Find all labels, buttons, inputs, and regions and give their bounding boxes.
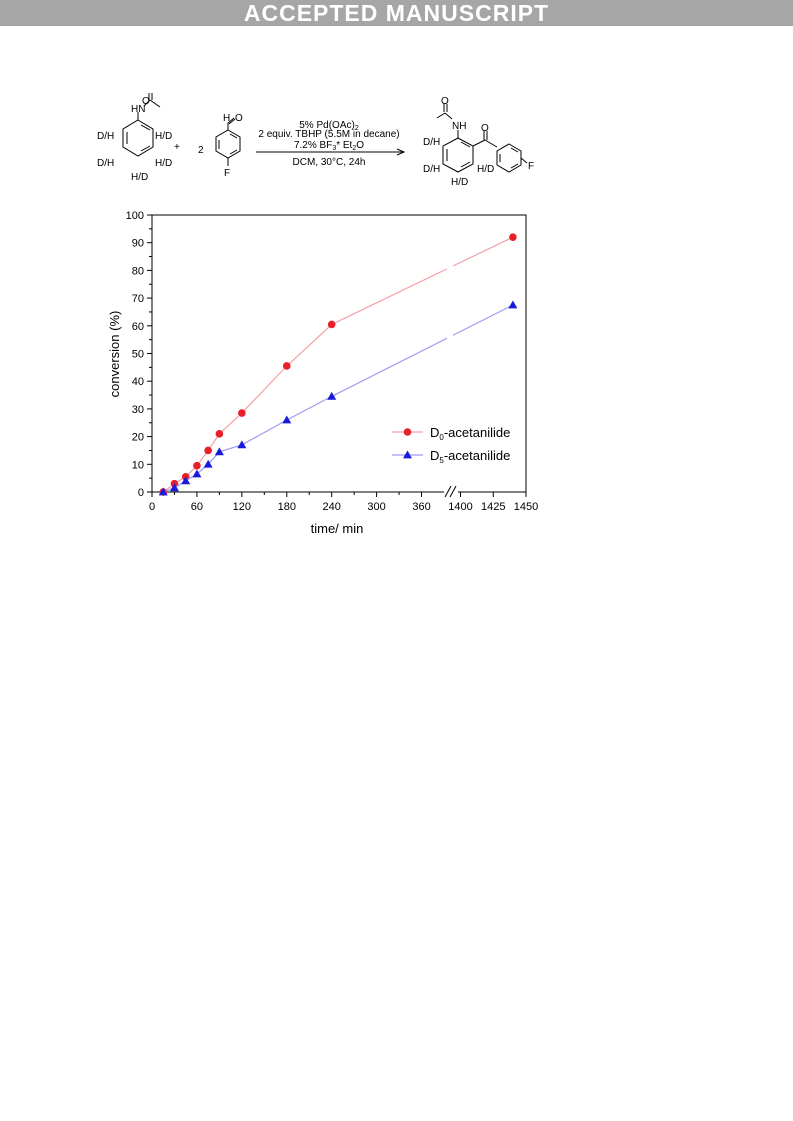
x-tick-label: 0 [149, 501, 155, 513]
reaction-scheme: HN O D/H H/D D/H H/D H/D + 2 H O F 5% Pd… [97, 93, 534, 188]
reactant1-o-label: O [142, 96, 150, 107]
axis-break-mark [444, 485, 458, 498]
data-point-d5 [192, 469, 202, 478]
aldehyde-o-label: O [235, 113, 243, 124]
y-tick-label: 70 [132, 293, 144, 305]
y-tick-label: 60 [132, 321, 144, 333]
series-line-0 [162, 323, 333, 493]
x-tick-label: 180 [278, 501, 296, 513]
aldehyde-h-label: H [223, 113, 230, 124]
product-acetyl-o-label: O [441, 96, 449, 107]
reactant1-label-2: H/D [155, 131, 172, 142]
product-label-3: H/D [477, 164, 494, 175]
conditions-line-2: 2 equiv. TBHP (5.5M in decane) [258, 129, 399, 140]
series-line-break-right-0 [452, 236, 514, 267]
series-line-break-right-1 [452, 304, 514, 336]
y-tick-label: 90 [132, 238, 144, 250]
data-point-d5 [203, 459, 213, 468]
conditions-line-3: 7.2% BF3* Et2O [294, 140, 364, 152]
reactant1-label-1: D/H [97, 131, 114, 142]
product-label-1: D/H [423, 137, 440, 148]
series-line-break-left-0 [331, 268, 448, 325]
product-nh-label: NH [452, 121, 466, 132]
x-tick-label: 1400 [448, 501, 472, 513]
equivalents: 2 [198, 145, 204, 156]
x-axis-title: time/ min [311, 521, 364, 536]
x-axis: 0 60 120 180 240 300 360 1400 1425 1450 [149, 492, 538, 513]
data-point-d0 [509, 233, 517, 241]
series-line-break-left-1 [331, 337, 448, 397]
data-point-d5 [181, 476, 191, 485]
legend-label: D0-acetanilide [430, 425, 510, 442]
product-ring-2 [496, 143, 522, 173]
data-point-d0 [215, 430, 224, 438]
reactant1-nh-label: HN [131, 104, 145, 115]
data-point-d0 [238, 409, 246, 417]
y-tick-label: 40 [132, 376, 144, 388]
data-point-d0 [327, 320, 336, 329]
y-tick-label: 0 [138, 487, 144, 499]
plus-sign: + [174, 142, 180, 153]
reactant1-label-3: D/H [97, 158, 114, 169]
data-point-d5 [327, 391, 337, 400]
y-tick-label: 80 [132, 265, 144, 277]
conditions-line-4: DCM, 30°C, 24h [293, 157, 366, 168]
x-tick-label: 60 [191, 501, 203, 513]
legend-marker-circle [403, 428, 412, 436]
legend: D0-acetanilide D5-acetanilide [392, 425, 510, 465]
reactant1-label-4: H/D [155, 158, 172, 169]
legend-marker-triangle [403, 450, 412, 459]
data-point-d0 [204, 446, 212, 455]
data-point-d0 [282, 362, 291, 370]
y-tick-label: 30 [132, 404, 144, 416]
data-point-d0 [193, 461, 201, 470]
data-point-d5 [214, 447, 224, 456]
y-tick-label: 20 [132, 432, 144, 444]
y-tick-label: 10 [132, 459, 144, 471]
reactant1-label-5: H/D [131, 172, 148, 183]
data-point-d5 [158, 487, 168, 496]
data-point-d5 [282, 415, 292, 424]
data-point-d5 [508, 300, 518, 309]
x-tick-label: 1450 [514, 501, 538, 513]
reactant1-ring [122, 119, 154, 157]
y-tick-label: 100 [126, 210, 144, 222]
product-carbonyl-o-label: O [481, 123, 489, 134]
x-tick-label: 120 [233, 501, 251, 513]
product-label-2: D/H [423, 164, 440, 175]
x-tick-label: 300 [367, 501, 385, 513]
legend-label: D5-acetanilide [430, 448, 510, 465]
y-axis: 0 10 20 30 40 50 60 70 80 90 100 [126, 210, 152, 499]
data-point-d5 [237, 440, 247, 449]
conditions-line-1: 5% Pd(OAc)2 [299, 120, 359, 132]
accepted-manuscript-banner: ACCEPTED MANUSCRIPT [0, 0, 793, 26]
series-layer [158, 233, 518, 496]
y-axis-title: conversion (%) [107, 311, 122, 398]
product-f-label: F [528, 161, 534, 172]
x-tick-label: 240 [323, 501, 341, 513]
y-tick-label: 50 [132, 349, 144, 361]
x-tick-label: 360 [412, 501, 430, 513]
product-label-4: H/D [451, 177, 468, 188]
conversion-chart: 0 10 20 30 40 50 60 70 80 90 100 0 60 120 180 240 300 36… [107, 210, 538, 536]
reactant2-f-label: F [224, 168, 230, 179]
x-tick-label: 1425 [481, 501, 505, 513]
data-point-d5 [169, 483, 179, 492]
